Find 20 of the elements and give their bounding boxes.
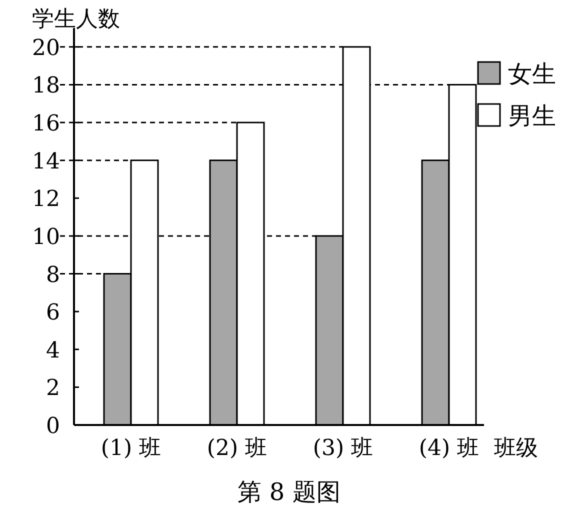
y-tick-label: 18 [32, 74, 60, 99]
legend-label: 女生 [508, 60, 556, 88]
y-tick-label: 2 [46, 376, 60, 402]
x-tick-label: (4) 班 [418, 436, 480, 461]
text: 第 8 题图 [238, 478, 340, 506]
x-tick-label: (3) 班 [312, 436, 374, 461]
y-tick-label: 10 [32, 224, 60, 250]
y-tick-label: 4 [46, 338, 60, 364]
y-axis-title: 学生人数 [32, 7, 120, 32]
legend-label: 男生 [508, 102, 556, 130]
x-tick-label: (1) 班 [100, 436, 162, 461]
y-tick-label: 14 [32, 149, 60, 174]
y-tick-label: 0 [46, 414, 60, 439]
y-tick-label: 6 [46, 300, 60, 326]
y-tick-label: 12 [32, 187, 60, 212]
x-axis-title: 班级 [494, 436, 538, 461]
y-tick-label: 16 [32, 112, 60, 137]
y-tick-label: 20 [32, 36, 60, 61]
y-tick-label: 8 [46, 262, 60, 288]
x-tick-label: (2) 班 [206, 436, 268, 461]
